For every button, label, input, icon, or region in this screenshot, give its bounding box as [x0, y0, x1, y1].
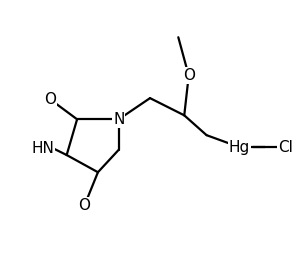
Text: Cl: Cl [278, 140, 293, 155]
Text: N: N [113, 112, 125, 127]
Text: O: O [79, 198, 91, 213]
Text: HN: HN [32, 141, 54, 156]
Text: O: O [44, 92, 56, 107]
Text: Hg: Hg [229, 140, 250, 155]
Text: O: O [183, 68, 195, 83]
